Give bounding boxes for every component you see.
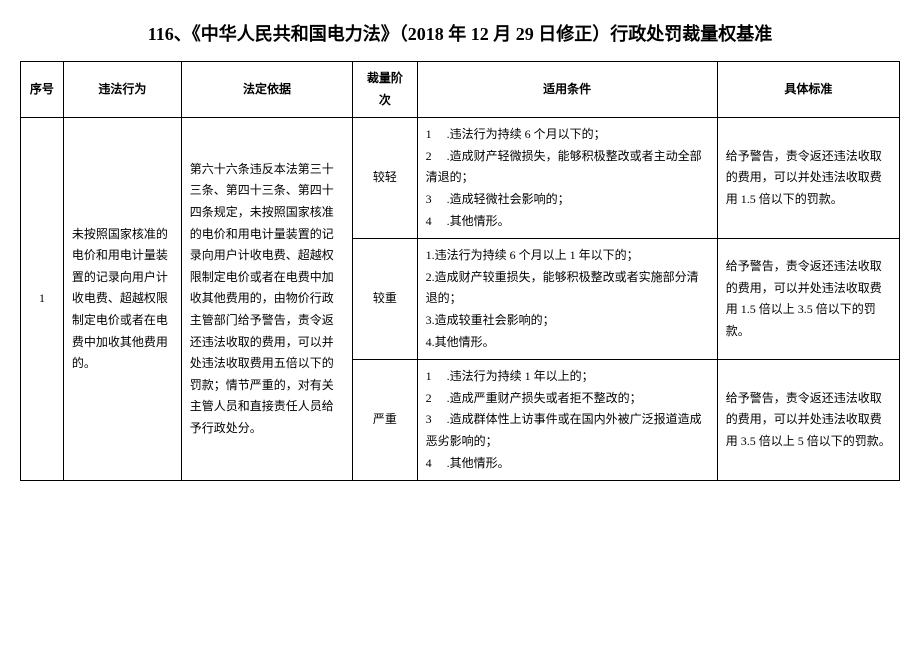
header-conditions: 适用条件 — [417, 62, 717, 118]
discretion-table: 序号 违法行为 法定依据 裁量阶次 适用条件 具体标准 1 未按照国家核准的电价… — [20, 61, 900, 481]
cell-level-heavy: 较重 — [353, 239, 417, 360]
cell-seq: 1 — [21, 118, 64, 481]
header-discretion-level: 裁量阶次 — [353, 62, 417, 118]
cell-standard-light: 给予警告，责令返还违法收取的费用，可以并处违法收取费用 1.5 倍以下的罚款。 — [717, 118, 899, 239]
table-row: 1 未按照国家核准的电价和用电计量装置的记录向用户计收电费、超越权限制定电价或者… — [21, 118, 900, 239]
cell-legal-basis: 第六十六条违反本法第三十三条、第四十三条、第四十四条规定，未按照国家核准的电价和… — [181, 118, 353, 481]
cell-standard-serious: 给予警告，责令返还违法收取的费用，可以并处违法收取费用 3.5 倍以上 5 倍以… — [717, 360, 899, 481]
cell-conditions-heavy: 1.违法行为持续 6 个月以上 1 年以下的；2.造成财产较重损失，能够积极整改… — [417, 239, 717, 360]
cell-standard-heavy: 给予警告，责令返还违法收取的费用，可以并处违法收取费用 1.5 倍以上 3.5 … — [717, 239, 899, 360]
header-seq: 序号 — [21, 62, 64, 118]
cell-level-serious: 严重 — [353, 360, 417, 481]
cell-level-light: 较轻 — [353, 118, 417, 239]
document-title: 116、《中华人民共和国电力法》（2018 年 12 月 29 日修正）行政处罚… — [20, 20, 900, 46]
table-header-row: 序号 违法行为 法定依据 裁量阶次 适用条件 具体标准 — [21, 62, 900, 118]
header-standard: 具体标准 — [717, 62, 899, 118]
cell-conditions-light: 1 .违法行为持续 6 个月以下的；2 .造成财产轻微损失，能够积极整改或者主动… — [417, 118, 717, 239]
header-legal-basis: 法定依据 — [181, 62, 353, 118]
cell-illegal-act: 未按照国家核准的电价和用电计量装置的记录向用户计收电费、超越权限制定电价或者在电… — [63, 118, 181, 481]
header-illegal-act: 违法行为 — [63, 62, 181, 118]
cell-conditions-serious: 1 .违法行为持续 1 年以上的；2 .造成严重财产损失或者拒不整改的；3 .造… — [417, 360, 717, 481]
